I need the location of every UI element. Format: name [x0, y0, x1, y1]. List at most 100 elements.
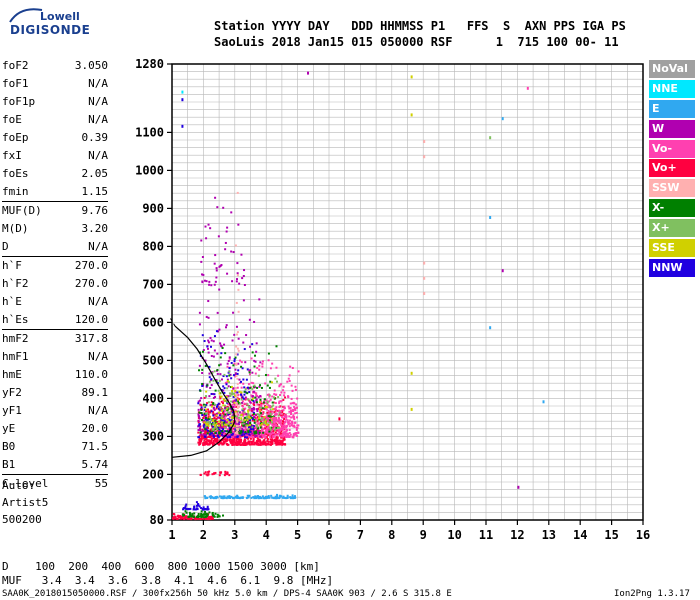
echo-point	[257, 396, 260, 399]
echo-point	[217, 423, 220, 426]
echo-point	[269, 428, 272, 431]
echo-point	[280, 400, 283, 403]
echo-point	[228, 495, 231, 498]
echo-point	[229, 432, 232, 435]
echo-point	[204, 510, 207, 513]
echo-point	[271, 381, 274, 384]
auto-label: Auto:	[2, 479, 36, 492]
echo-point	[283, 391, 286, 394]
echo-point	[205, 440, 208, 443]
echo-point	[269, 412, 272, 415]
echo-point	[297, 424, 300, 427]
echo-point	[213, 426, 216, 429]
echo-point	[222, 398, 225, 401]
echo-point	[274, 401, 277, 404]
echo-point	[197, 400, 200, 403]
echo-point	[232, 435, 235, 438]
echo-point	[231, 422, 234, 425]
param-label: hmF2	[2, 332, 29, 345]
echo-point	[197, 415, 200, 418]
echo-point	[214, 431, 217, 434]
x-tick-label: 8	[388, 528, 395, 542]
param-row: B1 5.74	[2, 456, 108, 475]
echo-point	[199, 425, 202, 428]
echo-point	[219, 342, 222, 345]
echo-point	[216, 372, 219, 375]
echo-point	[195, 504, 198, 507]
echo-point	[272, 401, 275, 404]
echo-point	[210, 355, 213, 358]
echo-point	[257, 442, 260, 445]
echo-point	[256, 409, 259, 412]
echo-point	[216, 429, 219, 432]
echo-point	[202, 506, 205, 509]
param-label: M(D)	[2, 222, 29, 235]
echo-point	[199, 473, 202, 476]
echo-point	[258, 298, 261, 301]
echo-point	[218, 474, 221, 477]
echo-point	[240, 253, 243, 256]
echo-point	[201, 384, 204, 387]
param-label: foF1p	[2, 95, 36, 108]
echo-point	[234, 428, 237, 431]
echo-point	[278, 385, 281, 388]
echo-point	[266, 423, 269, 426]
echo-point	[239, 414, 242, 417]
echo-point	[214, 280, 217, 283]
echo-point	[209, 436, 212, 439]
echo-point	[200, 408, 203, 411]
echo-point	[197, 441, 200, 444]
echo-point	[251, 441, 254, 444]
echo-point	[224, 352, 227, 355]
param-row: D N/A	[2, 238, 108, 257]
echo-point	[209, 336, 212, 339]
echo-point	[247, 409, 250, 412]
echo-point	[239, 420, 242, 423]
echo-point	[237, 288, 240, 291]
echo-point	[246, 368, 249, 371]
echo-point	[259, 442, 262, 445]
echo-point	[243, 433, 246, 436]
echo-point	[233, 409, 236, 412]
echo-point	[288, 374, 291, 377]
echo-point	[221, 402, 224, 405]
echo-point	[197, 429, 200, 432]
echo-point	[242, 443, 245, 446]
echo-point	[205, 433, 208, 436]
echo-point	[185, 511, 188, 514]
echo-point	[252, 413, 255, 416]
echo-point	[223, 373, 226, 376]
echo-point	[249, 443, 252, 446]
echo-point	[232, 251, 235, 254]
echo-point	[225, 230, 228, 233]
param-label: yF1	[2, 404, 22, 417]
echo-point	[232, 440, 235, 443]
echo-point	[203, 434, 206, 437]
echo-point	[223, 391, 226, 394]
echo-point	[209, 227, 212, 230]
echo-point	[198, 437, 201, 440]
echo-point	[267, 374, 270, 377]
echo-point	[210, 442, 213, 445]
echo-point	[229, 395, 232, 398]
echo-point	[193, 512, 196, 515]
echo-point	[203, 443, 206, 446]
echo-point	[265, 432, 268, 435]
echo-point	[258, 364, 261, 367]
echo-point	[211, 514, 214, 517]
param-row: foEp 0.39	[2, 129, 108, 147]
echo-point	[271, 415, 274, 418]
echo-point	[212, 396, 215, 399]
echo-point	[236, 386, 239, 389]
echo-point	[268, 428, 271, 431]
echo-point	[282, 428, 285, 431]
echo-point	[220, 432, 223, 435]
echo-point	[204, 431, 207, 434]
echo-point	[212, 401, 215, 404]
echo-point	[238, 416, 241, 419]
echo-point	[231, 439, 234, 442]
echo-point	[280, 442, 283, 445]
echo-point	[275, 413, 278, 416]
echo-point	[220, 264, 223, 267]
echo-point	[198, 369, 201, 372]
